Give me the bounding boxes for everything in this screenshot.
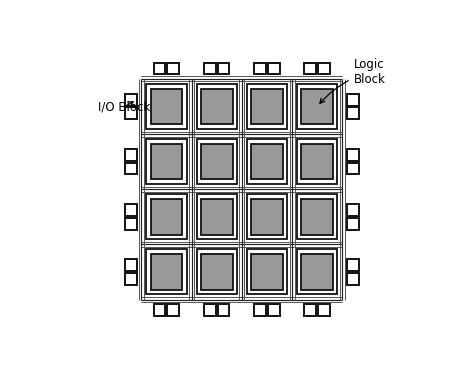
Bar — [247, 139, 287, 184]
Bar — [347, 108, 359, 119]
Bar — [146, 194, 186, 239]
Bar — [146, 249, 186, 295]
Bar — [247, 194, 287, 239]
Bar — [318, 63, 330, 74]
Bar — [254, 63, 266, 74]
Bar — [318, 304, 330, 316]
Text: Logic
Block: Logic Block — [320, 58, 385, 103]
Text: I/O Block: I/O Block — [98, 100, 150, 114]
Bar — [204, 304, 216, 316]
Bar — [301, 254, 333, 290]
Bar — [297, 139, 337, 184]
Bar — [305, 304, 316, 316]
Bar — [153, 63, 166, 74]
Bar — [251, 199, 283, 235]
Bar — [347, 149, 359, 161]
Bar — [153, 304, 166, 316]
Bar — [301, 89, 333, 124]
Bar — [146, 84, 186, 129]
Bar — [197, 139, 237, 184]
Bar — [201, 199, 232, 235]
Bar — [125, 163, 137, 174]
Bar — [251, 89, 283, 124]
Bar — [297, 84, 337, 129]
Bar — [151, 144, 182, 180]
Bar — [201, 144, 232, 180]
Bar — [125, 108, 137, 119]
Bar — [268, 304, 280, 316]
Bar — [167, 63, 179, 74]
Bar — [218, 63, 230, 74]
Bar — [297, 194, 337, 239]
Bar — [151, 199, 182, 235]
Bar — [251, 144, 283, 180]
Bar — [297, 249, 337, 295]
Bar — [201, 254, 232, 290]
Bar — [247, 84, 287, 129]
Bar — [218, 304, 230, 316]
Bar — [204, 63, 216, 74]
Bar — [347, 218, 359, 230]
Bar — [251, 254, 283, 290]
Bar — [201, 89, 232, 124]
Bar — [197, 84, 237, 129]
Bar — [151, 89, 182, 124]
Bar — [347, 163, 359, 174]
Bar — [146, 139, 186, 184]
Bar — [254, 304, 266, 316]
Bar — [125, 273, 137, 285]
Bar — [167, 304, 179, 316]
Bar — [125, 259, 137, 271]
Bar — [197, 194, 237, 239]
Bar — [197, 249, 237, 295]
Bar — [347, 273, 359, 285]
Bar — [347, 259, 359, 271]
Bar — [301, 199, 333, 235]
Bar — [268, 63, 280, 74]
Bar — [347, 94, 359, 105]
Bar — [125, 218, 137, 230]
Bar — [125, 149, 137, 161]
Bar — [125, 94, 137, 105]
Bar — [125, 204, 137, 216]
Bar — [247, 249, 287, 295]
Bar — [301, 144, 333, 180]
Bar — [151, 254, 182, 290]
Bar — [347, 204, 359, 216]
Bar — [305, 63, 316, 74]
